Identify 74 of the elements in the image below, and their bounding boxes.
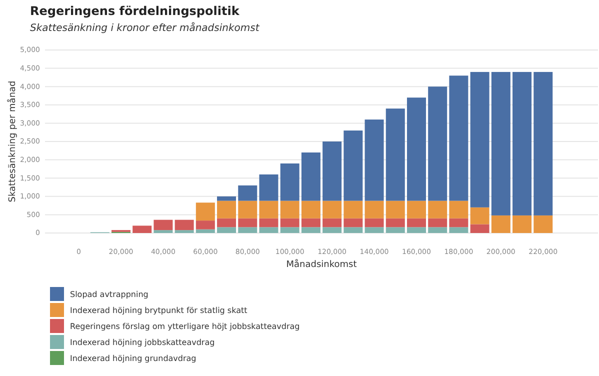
bar xyxy=(406,218,426,228)
bar xyxy=(217,196,236,201)
bar xyxy=(364,227,384,233)
bar xyxy=(344,218,363,228)
bar xyxy=(259,218,278,228)
bar xyxy=(132,226,152,233)
bar xyxy=(238,227,258,233)
bar xyxy=(322,142,342,201)
chart-subtitle: Skattesänkning i kronor efter månadsinkomst xyxy=(30,22,260,34)
bar xyxy=(259,200,278,218)
bar xyxy=(449,227,468,233)
bar xyxy=(238,218,258,228)
bar xyxy=(449,200,468,218)
bar xyxy=(217,227,236,233)
bar xyxy=(196,202,215,221)
bar xyxy=(364,200,384,218)
bar xyxy=(259,174,278,201)
bar xyxy=(512,72,532,216)
bar xyxy=(344,200,363,218)
bar xyxy=(470,207,490,224)
y-axis-title: Skattesänkning per månad xyxy=(7,80,18,202)
bar xyxy=(259,227,278,233)
bar xyxy=(238,200,258,218)
bar xyxy=(322,200,342,218)
bar xyxy=(449,76,468,201)
legend-label: Indexerad höjning grundavdrag xyxy=(70,354,196,363)
bar xyxy=(406,98,426,201)
bar xyxy=(364,218,384,228)
bar xyxy=(154,220,173,230)
bar xyxy=(534,215,553,233)
bar xyxy=(280,218,300,228)
bar xyxy=(386,108,405,201)
bar xyxy=(470,224,490,233)
bar xyxy=(428,227,448,233)
bar xyxy=(301,227,320,233)
bar xyxy=(491,72,510,216)
bar xyxy=(534,72,553,216)
legend-label: Regeringens förslag om ytterligare höjt jobbskatteavdrag xyxy=(70,322,300,331)
legend-label: Indexerad höjning jobbskatteavdrag xyxy=(70,338,215,347)
legend-label: Indexerad höjning brytpunkt för statlig skatt xyxy=(70,306,248,315)
x-axis-title: Månadsinkomst xyxy=(286,259,358,270)
bar xyxy=(364,120,384,201)
bar xyxy=(322,218,342,228)
bar xyxy=(280,227,300,233)
bar xyxy=(386,200,405,218)
bar xyxy=(174,220,194,230)
bar xyxy=(280,200,300,218)
bar xyxy=(301,200,320,218)
legend-label: Slopad avtrappning xyxy=(70,290,148,299)
chart-title: Regeringens fördelningspolitik xyxy=(30,4,240,18)
bar xyxy=(344,227,363,233)
bar xyxy=(512,215,532,233)
bar xyxy=(428,86,448,201)
bar xyxy=(406,227,426,233)
bar xyxy=(301,152,320,201)
bar xyxy=(196,220,215,230)
bar xyxy=(196,229,215,233)
bar xyxy=(322,227,342,233)
bar xyxy=(428,200,448,218)
bar xyxy=(217,218,236,228)
bar xyxy=(428,218,448,228)
bar xyxy=(406,200,426,218)
bar xyxy=(386,218,405,228)
bar xyxy=(386,227,405,233)
bar xyxy=(344,130,363,201)
bar xyxy=(174,230,194,233)
bar xyxy=(301,218,320,228)
bar xyxy=(491,215,510,233)
bar xyxy=(238,185,258,201)
bar xyxy=(154,230,173,233)
bar xyxy=(217,200,236,218)
bar xyxy=(280,163,300,201)
bar xyxy=(449,218,468,228)
bar xyxy=(470,72,490,208)
